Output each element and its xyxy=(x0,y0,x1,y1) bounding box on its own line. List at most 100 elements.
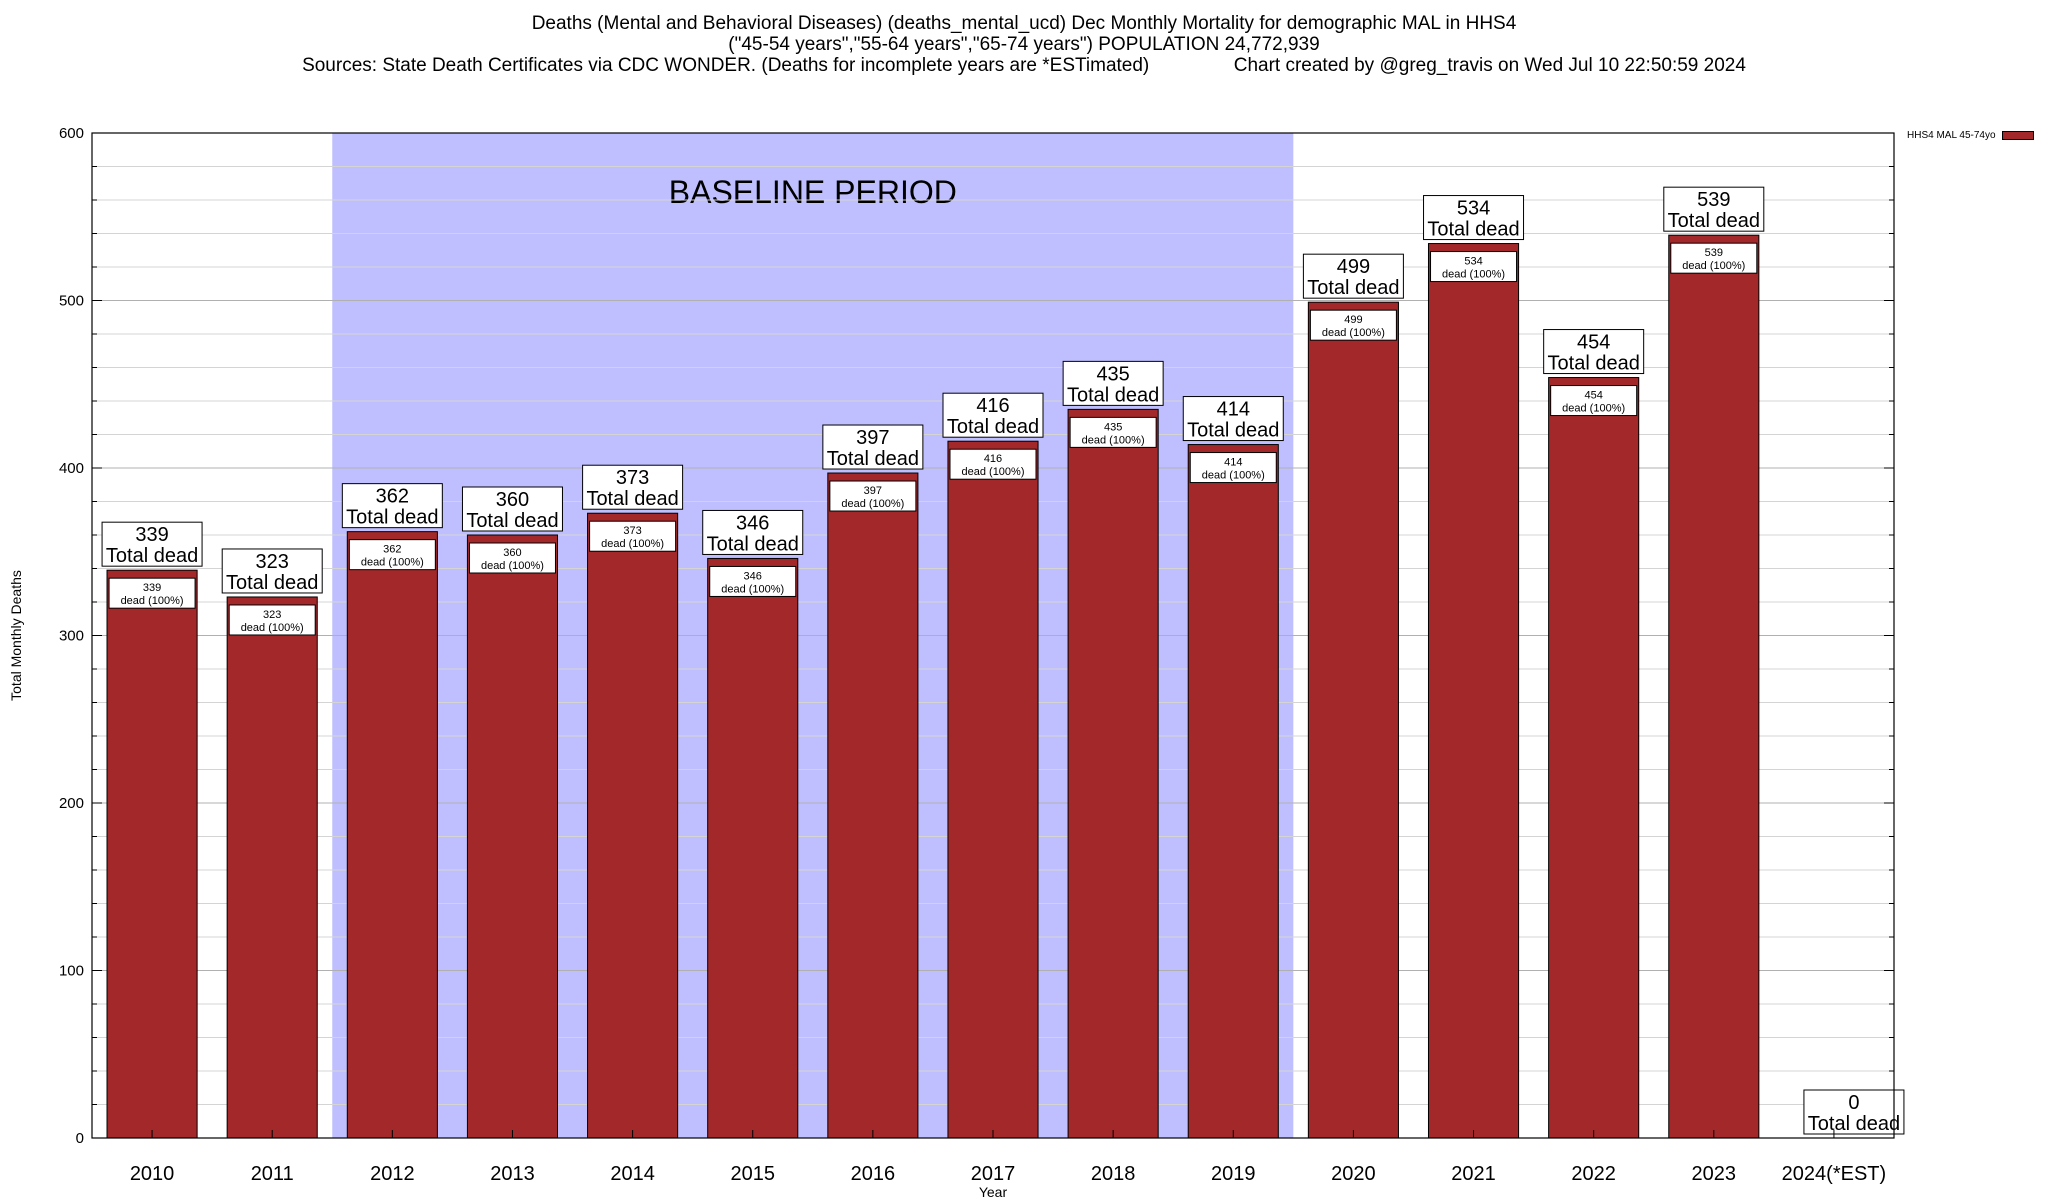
inner-label-text: dead (100%) xyxy=(962,466,1025,478)
baseline-label: BASELINE PERIOD xyxy=(669,174,957,210)
bar xyxy=(106,569,198,1139)
inner-label-text: dead (100%) xyxy=(1202,470,1265,482)
bar xyxy=(1427,243,1520,1139)
total-label-text: Total dead xyxy=(1067,384,1159,406)
bar xyxy=(1668,234,1760,1139)
total-label-box xyxy=(221,548,323,594)
y-tick-label: 500 xyxy=(59,293,84,310)
total-label-text: Total dead xyxy=(1548,353,1640,375)
inner-label-box xyxy=(1670,242,1758,274)
total-label-value: 373 xyxy=(616,467,649,489)
total-label-value: 0 xyxy=(1848,1092,1859,1114)
y-tick-label: 300 xyxy=(59,628,84,645)
total-label-value: 539 xyxy=(1697,189,1730,211)
total-label-text: Total dead xyxy=(586,488,678,510)
inner-label-text: dead (100%) xyxy=(721,583,784,595)
inner-label-text: dead (100%) xyxy=(121,595,184,607)
inner-label-box xyxy=(1189,452,1277,484)
total-label-value: 346 xyxy=(736,512,769,534)
inner-label-text: dead (100%) xyxy=(361,557,424,569)
x-tick-label: 2016 xyxy=(851,1163,896,1185)
total-label-box xyxy=(702,509,804,555)
inner-label-value: 416 xyxy=(984,453,1002,465)
total-label-value: 435 xyxy=(1096,363,1129,385)
total-label-box xyxy=(461,486,563,532)
total-label-value: 397 xyxy=(856,427,889,449)
inner-label-value: 360 xyxy=(503,547,521,559)
inner-label-box xyxy=(1430,251,1518,283)
total-label-box xyxy=(942,392,1044,438)
total-label-value: 416 xyxy=(976,395,1009,417)
total-label-value: 323 xyxy=(256,551,289,573)
total-label-text: Total dead xyxy=(106,545,198,567)
total-label-box xyxy=(1803,1089,1905,1135)
bar xyxy=(466,534,559,1139)
y-tick-label: 200 xyxy=(59,795,84,812)
total-label-value: 534 xyxy=(1457,198,1490,220)
bar xyxy=(707,557,799,1139)
total-label-text: Total dead xyxy=(226,572,318,594)
inner-label-value: 339 xyxy=(143,582,161,594)
total-label-value: 360 xyxy=(496,489,529,511)
inner-label-value: 323 xyxy=(263,609,281,621)
inner-label-box xyxy=(108,577,196,609)
total-label-box xyxy=(341,483,443,529)
bar xyxy=(587,512,679,1139)
total-label-box xyxy=(1302,253,1404,299)
inner-label-text: dead (100%) xyxy=(841,498,904,510)
total-label-text: Total dead xyxy=(1307,277,1399,299)
x-tick-label: 2022 xyxy=(1571,1163,1616,1185)
inner-label-value: 373 xyxy=(623,525,641,537)
inner-label-value: 397 xyxy=(864,485,882,497)
total-label-value: 362 xyxy=(376,486,409,508)
y-tick-label: 400 xyxy=(59,460,84,477)
y-axis-label: Total Monthly Deaths xyxy=(8,570,24,701)
x-tick-label: 2024(*EST) xyxy=(1782,1163,1887,1185)
inner-label-text: dead (100%) xyxy=(1322,327,1385,339)
inner-label-text: dead (100%) xyxy=(241,622,304,634)
inner-label-value: 346 xyxy=(744,570,762,582)
inner-label-box xyxy=(1069,416,1157,448)
chart-sources: Sources: State Death Certificates via CD… xyxy=(302,55,1746,76)
total-label-value: 454 xyxy=(1577,332,1610,354)
y-tick-label: 100 xyxy=(59,963,84,980)
inner-label-value: 534 xyxy=(1464,256,1482,268)
y-tick-label: 600 xyxy=(59,125,84,142)
total-label-box xyxy=(101,521,203,567)
plot-border xyxy=(91,132,1895,1139)
chart-title: Deaths (Mental and Behavioral Diseases) … xyxy=(531,13,1517,34)
total-label-box xyxy=(822,424,924,470)
inner-label-box xyxy=(468,542,556,574)
legend-label: HHS4 MAL 45-74yo xyxy=(1907,130,1996,141)
total-label-box xyxy=(1182,396,1284,442)
bar xyxy=(1548,377,1640,1139)
total-label-box xyxy=(1062,360,1164,406)
bar xyxy=(226,596,318,1139)
x-tick-label: 2021 xyxy=(1451,1163,1496,1185)
inner-label-value: 435 xyxy=(1104,421,1122,433)
x-tick-label: 2014 xyxy=(610,1163,655,1185)
x-tick-label: 2018 xyxy=(1091,1163,1136,1185)
total-label-value: 499 xyxy=(1337,256,1370,278)
inner-label-box xyxy=(589,520,677,552)
inner-label-text: dead (100%) xyxy=(1682,260,1745,272)
inner-label-text: dead (100%) xyxy=(1442,269,1505,281)
inner-label-value: 499 xyxy=(1344,314,1362,326)
total-label-text: Total dead xyxy=(346,507,438,529)
y-tick-label: 0 xyxy=(76,1130,84,1147)
inner-label-text: dead (100%) xyxy=(1082,434,1145,446)
x-tick-label: 2012 xyxy=(370,1163,415,1185)
total-label-text: Total dead xyxy=(1427,219,1519,241)
bar xyxy=(346,531,438,1139)
total-label-text: Total dead xyxy=(1668,210,1760,232)
x-tick-label: 2010 xyxy=(130,1163,175,1185)
inner-label-value: 362 xyxy=(383,544,401,556)
legend: HHS4 MAL 45-74yo xyxy=(1907,130,2034,141)
inner-label-text: dead (100%) xyxy=(1562,403,1625,415)
inner-label-box xyxy=(829,480,917,512)
total-label-value: 339 xyxy=(135,524,168,546)
x-tick-label: 2017 xyxy=(971,1163,1016,1185)
inner-label-box xyxy=(1550,385,1638,417)
inner-label-box xyxy=(228,604,316,636)
